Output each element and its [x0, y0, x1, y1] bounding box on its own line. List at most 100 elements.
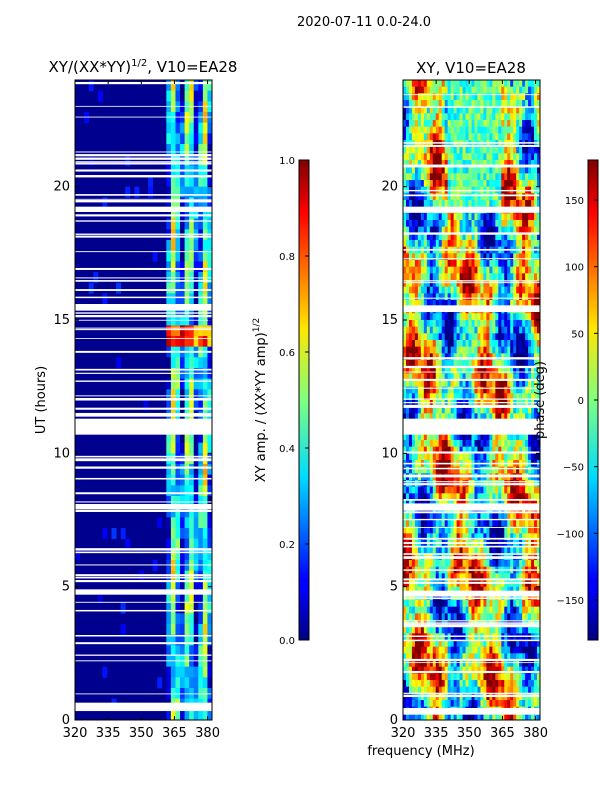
heatmap-cell — [180, 250, 185, 262]
heatmap-cell — [435, 646, 440, 654]
heatmap-cell — [429, 120, 434, 128]
heatmap-cell — [456, 300, 460, 308]
heatmap-cell — [468, 233, 472, 241]
heatmap-cell — [468, 653, 472, 661]
heatmap-cell — [459, 320, 463, 328]
heatmap-cell — [438, 166, 443, 174]
heatmap-cell — [498, 346, 502, 354]
heatmap-cell — [471, 266, 475, 274]
heatmap-cell — [438, 146, 443, 154]
heatmap-cell — [537, 240, 540, 248]
heatmap-cell — [414, 100, 419, 108]
heatmap-cell — [537, 160, 540, 168]
heatmap-cell — [489, 166, 493, 174]
heatmap-cell — [405, 646, 410, 654]
heatmap-cell — [525, 86, 529, 94]
heatmap-cell — [166, 570, 172, 582]
heatmap-cell — [459, 346, 463, 354]
heatmap-cell — [480, 280, 484, 288]
heatmap-cell — [459, 373, 463, 381]
heatmap-cell — [519, 593, 523, 601]
heatmap-cell — [423, 626, 428, 634]
heatmap-cell — [189, 549, 195, 561]
heatmap-cell — [423, 486, 428, 494]
heatmap-cell — [411, 400, 416, 408]
heatmap-cell — [438, 160, 443, 168]
heatmap-cell — [417, 273, 422, 281]
heatmap-cell — [438, 320, 443, 328]
heatmap-cell — [441, 486, 446, 494]
heatmap-cell — [465, 313, 469, 321]
heatmap-cell — [492, 640, 496, 648]
heatmap-cell — [405, 280, 410, 288]
heatmap-cell — [510, 493, 514, 501]
heatmap-cell — [471, 360, 475, 368]
heatmap-cell — [405, 573, 410, 581]
heatmap-cell — [477, 273, 481, 281]
heatmap-cell — [489, 573, 493, 581]
heatmap-cell — [166, 293, 172, 305]
heatmap-cell — [495, 173, 499, 181]
heatmap-cell — [438, 313, 443, 321]
heatmap-cell — [537, 233, 540, 241]
heatmap-cell — [522, 146, 526, 154]
heatmap-cell — [102, 528, 108, 540]
heatmap-cell — [429, 293, 434, 301]
heatmap-cell — [444, 673, 449, 681]
heatmap-cell — [534, 313, 538, 321]
heatmap-cell — [184, 709, 190, 720]
heatmap-cell — [429, 646, 434, 654]
heatmap-cell — [450, 133, 455, 141]
heatmap-cell — [504, 660, 508, 668]
heatmap-cell — [537, 166, 540, 174]
heatmap-cell — [528, 493, 532, 501]
heatmap-cell — [471, 573, 475, 581]
flagged-line — [75, 154, 212, 157]
heatmap-cell — [184, 325, 190, 337]
heatmap-cell — [468, 320, 472, 328]
heatmap-cell — [450, 406, 455, 414]
heatmap-cell — [411, 193, 416, 201]
heatmap-cell — [198, 432, 204, 444]
heatmap-cell — [504, 326, 508, 334]
heatmap-cell — [405, 466, 410, 474]
heatmap-cell — [198, 80, 204, 92]
heatmap-cell — [411, 393, 416, 401]
heatmap-cell — [504, 113, 508, 121]
heatmap-cell — [405, 600, 410, 608]
heatmap-cell — [189, 80, 195, 92]
heatmap-cell — [429, 520, 434, 528]
heatmap-cell — [459, 240, 463, 248]
heatmap-cell — [408, 593, 413, 601]
heatmap-cell — [519, 606, 523, 614]
heatmap-cell — [480, 486, 484, 494]
heatmap-cell — [414, 180, 419, 188]
heatmap-cell — [459, 80, 463, 88]
heatmap-cell — [175, 645, 181, 657]
heatmap-cell — [438, 433, 443, 441]
heatmap-cell — [477, 133, 481, 141]
heatmap-cell — [528, 446, 532, 454]
heatmap-cell — [486, 386, 490, 394]
heatmap-cell — [510, 520, 514, 528]
heatmap-cell — [477, 233, 481, 241]
heatmap-cell — [474, 180, 478, 188]
heatmap-cell — [170, 592, 176, 604]
heatmap-cell — [495, 366, 499, 374]
heatmap-cell — [528, 533, 532, 541]
heatmap-cell — [420, 113, 425, 121]
heatmap-cell — [423, 380, 428, 388]
heatmap-cell — [417, 80, 422, 88]
heatmap-cell — [465, 280, 469, 288]
heatmap-cell — [403, 226, 407, 234]
heatmap-cell — [477, 613, 481, 621]
heatmap-cell — [504, 373, 508, 381]
heatmap-cell — [534, 160, 538, 168]
heatmap-cell — [498, 133, 502, 141]
heatmap-cell — [465, 373, 469, 381]
heatmap-cell — [175, 549, 181, 561]
heatmap-cell — [441, 673, 446, 681]
heatmap-cell — [528, 393, 532, 401]
heatmap-cell — [474, 266, 478, 274]
heatmap-cell — [480, 413, 484, 421]
